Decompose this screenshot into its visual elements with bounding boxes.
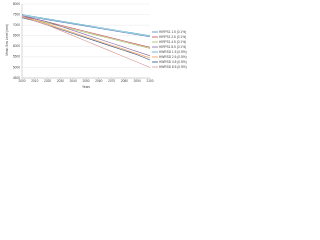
y-tick-label: 4500 bbox=[13, 76, 20, 80]
x-tick-label: 2020 bbox=[44, 79, 51, 83]
y-tick-label: 7000 bbox=[13, 23, 20, 27]
y-tick-label: 6500 bbox=[13, 34, 20, 38]
x-tick-label: 2050 bbox=[82, 79, 89, 83]
legend-label: HWRSD 8.5 (0.5%) bbox=[159, 65, 187, 69]
x-tick-label: 2000 bbox=[18, 79, 25, 83]
x-axis-label: Years bbox=[82, 85, 90, 89]
y-tick-label: 7500 bbox=[13, 12, 20, 16]
series-line bbox=[21, 15, 151, 57]
chart: Mean Sea Level (mm) Years 4500 5000 5500 60… bbox=[5, 2, 187, 89]
y-tick-label: 5000 bbox=[13, 65, 20, 69]
legend-label: HWRSD 1.5 (0.5%) bbox=[159, 50, 187, 54]
x-tick-label: 2100 bbox=[146, 79, 153, 83]
x-tick-label: 2010 bbox=[31, 79, 38, 83]
legend-label: HIRPS1 4.5 (0.1%) bbox=[159, 40, 186, 44]
series-line bbox=[21, 17, 151, 61]
series-line bbox=[21, 16, 151, 68]
x-tick-label: 2070 bbox=[108, 79, 115, 83]
legend-label: HWRSD 2.6 (0.5%) bbox=[159, 55, 187, 59]
y-tick-label: 8000 bbox=[13, 2, 20, 6]
y-axis-label: Mean Sea Level (mm) bbox=[5, 24, 9, 55]
legend-label: HIRPS1 2.6 (0.1%) bbox=[159, 35, 186, 39]
x-tick-label: 2060 bbox=[95, 79, 102, 83]
y-tick-label: 5500 bbox=[13, 55, 20, 59]
legend-label: HWRSD 4.5 (0.5%) bbox=[159, 60, 187, 64]
legend-label: HIRPS1 8.5 (0.1%) bbox=[159, 45, 186, 49]
series-line bbox=[21, 14, 151, 37]
x-tick-label: 2030 bbox=[57, 79, 64, 83]
x-tick-label: 2040 bbox=[70, 79, 77, 83]
x-tick-label: 2090 bbox=[134, 79, 141, 83]
y-tick-label: 6000 bbox=[13, 44, 20, 48]
x-tick-label: 2080 bbox=[121, 79, 128, 83]
series-line bbox=[21, 16, 151, 59]
series-line bbox=[21, 15, 151, 38]
legend-label: HIRPS1 1.5 (0.1%) bbox=[159, 30, 186, 34]
series-line bbox=[21, 16, 151, 49]
